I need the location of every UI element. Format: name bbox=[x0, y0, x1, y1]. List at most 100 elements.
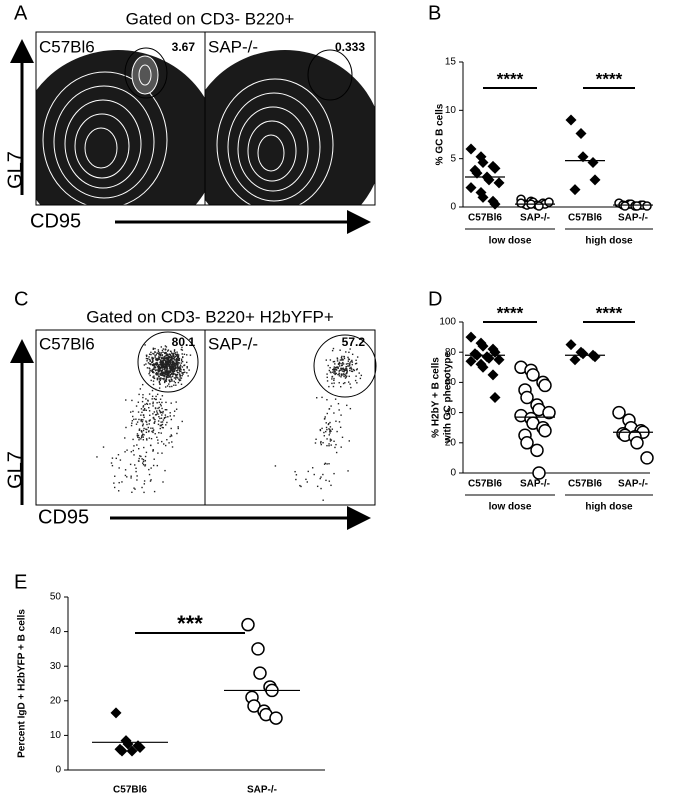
event-dot bbox=[161, 361, 164, 363]
event-dot bbox=[328, 369, 331, 372]
event-dot bbox=[149, 369, 151, 372]
event-dot bbox=[328, 434, 330, 436]
event-dot bbox=[330, 371, 332, 374]
event-dot bbox=[159, 398, 162, 400]
axis-arrow bbox=[9, 39, 371, 530]
event-dot bbox=[148, 473, 151, 476]
event-dot bbox=[154, 369, 157, 372]
event-dot bbox=[140, 455, 142, 458]
event-dot bbox=[161, 414, 163, 416]
event-dot bbox=[117, 490, 120, 492]
event-dot bbox=[173, 361, 175, 364]
event-dot bbox=[153, 375, 155, 377]
event-dot bbox=[160, 366, 162, 369]
event-dot bbox=[172, 368, 174, 370]
event-dot bbox=[164, 373, 167, 375]
data-point bbox=[471, 167, 483, 179]
event-dot bbox=[162, 371, 165, 373]
event-dot bbox=[148, 406, 150, 409]
event-dot bbox=[132, 415, 134, 418]
event-dot bbox=[167, 356, 169, 359]
event-dot bbox=[328, 385, 330, 388]
event-dot bbox=[171, 363, 174, 365]
event-dot bbox=[130, 411, 132, 413]
event-dot bbox=[351, 370, 354, 373]
event-dot bbox=[163, 356, 165, 358]
event-dot bbox=[175, 374, 177, 377]
event-dot bbox=[182, 371, 185, 374]
event-dot bbox=[140, 430, 143, 433]
event-dot bbox=[165, 416, 167, 418]
event-dot bbox=[326, 412, 328, 415]
event-dot bbox=[141, 458, 143, 460]
x-axis-label: CD95 bbox=[38, 506, 89, 528]
event-dot bbox=[334, 366, 337, 369]
event-dot bbox=[176, 353, 179, 355]
event-dot bbox=[343, 371, 345, 373]
event-dot bbox=[157, 439, 159, 441]
event-dot bbox=[161, 426, 164, 429]
event-dot bbox=[351, 363, 353, 366]
event-dot bbox=[161, 374, 163, 376]
event-dot bbox=[159, 424, 162, 427]
event-dot bbox=[335, 443, 337, 446]
event-dot bbox=[164, 369, 166, 371]
event-dot bbox=[159, 369, 161, 371]
event-dot bbox=[359, 377, 362, 380]
event-dot bbox=[328, 422, 330, 425]
event-dot bbox=[175, 361, 177, 363]
data-point bbox=[465, 182, 477, 194]
event-dot bbox=[160, 378, 162, 380]
event-dot bbox=[173, 365, 176, 367]
event-dot bbox=[166, 361, 169, 363]
significance-label: **** bbox=[497, 303, 524, 322]
event-dot bbox=[338, 421, 341, 423]
event-dot bbox=[162, 348, 165, 350]
event-dot bbox=[161, 452, 163, 454]
y-tick-label: 5 bbox=[450, 153, 456, 164]
event-dot bbox=[165, 355, 168, 357]
event-dot bbox=[135, 418, 137, 420]
data-point bbox=[630, 436, 644, 450]
event-dot bbox=[162, 368, 164, 371]
event-dot bbox=[157, 374, 159, 376]
event-dot bbox=[320, 443, 322, 446]
event-dot bbox=[154, 356, 156, 358]
event-dot bbox=[149, 374, 151, 377]
event-dot bbox=[136, 433, 139, 435]
event-dot bbox=[174, 381, 177, 384]
event-dot bbox=[165, 353, 168, 355]
event-dot bbox=[143, 416, 145, 419]
event-dot bbox=[136, 421, 139, 423]
event-dot bbox=[177, 427, 179, 430]
event-dot bbox=[181, 346, 183, 349]
event-dot bbox=[169, 359, 172, 361]
event-dot bbox=[160, 411, 163, 414]
y-tick-label: 10 bbox=[50, 730, 62, 741]
event-dot bbox=[354, 363, 357, 365]
event-dot bbox=[329, 426, 332, 428]
event-dot bbox=[328, 428, 330, 430]
event-dot bbox=[339, 362, 341, 365]
event-dot bbox=[325, 359, 327, 361]
event-dot bbox=[319, 477, 321, 480]
event-dot bbox=[171, 446, 174, 448]
panel-letter: C bbox=[14, 288, 28, 310]
event-dot bbox=[333, 440, 335, 442]
event-dot bbox=[170, 418, 173, 421]
event-dot bbox=[153, 398, 156, 400]
event-dot bbox=[345, 372, 348, 375]
event-dot bbox=[175, 401, 177, 403]
event-dot bbox=[347, 470, 349, 472]
event-dot bbox=[337, 373, 339, 376]
event-dot bbox=[156, 393, 159, 396]
event-dot bbox=[143, 446, 145, 449]
event-dot bbox=[177, 364, 179, 366]
event-dot bbox=[152, 401, 154, 403]
group-label: high dose bbox=[585, 502, 633, 513]
event-dot bbox=[155, 374, 158, 376]
event-dot bbox=[325, 479, 327, 482]
event-dot bbox=[151, 361, 154, 363]
event-dot bbox=[348, 375, 350, 378]
event-dot bbox=[340, 386, 342, 388]
